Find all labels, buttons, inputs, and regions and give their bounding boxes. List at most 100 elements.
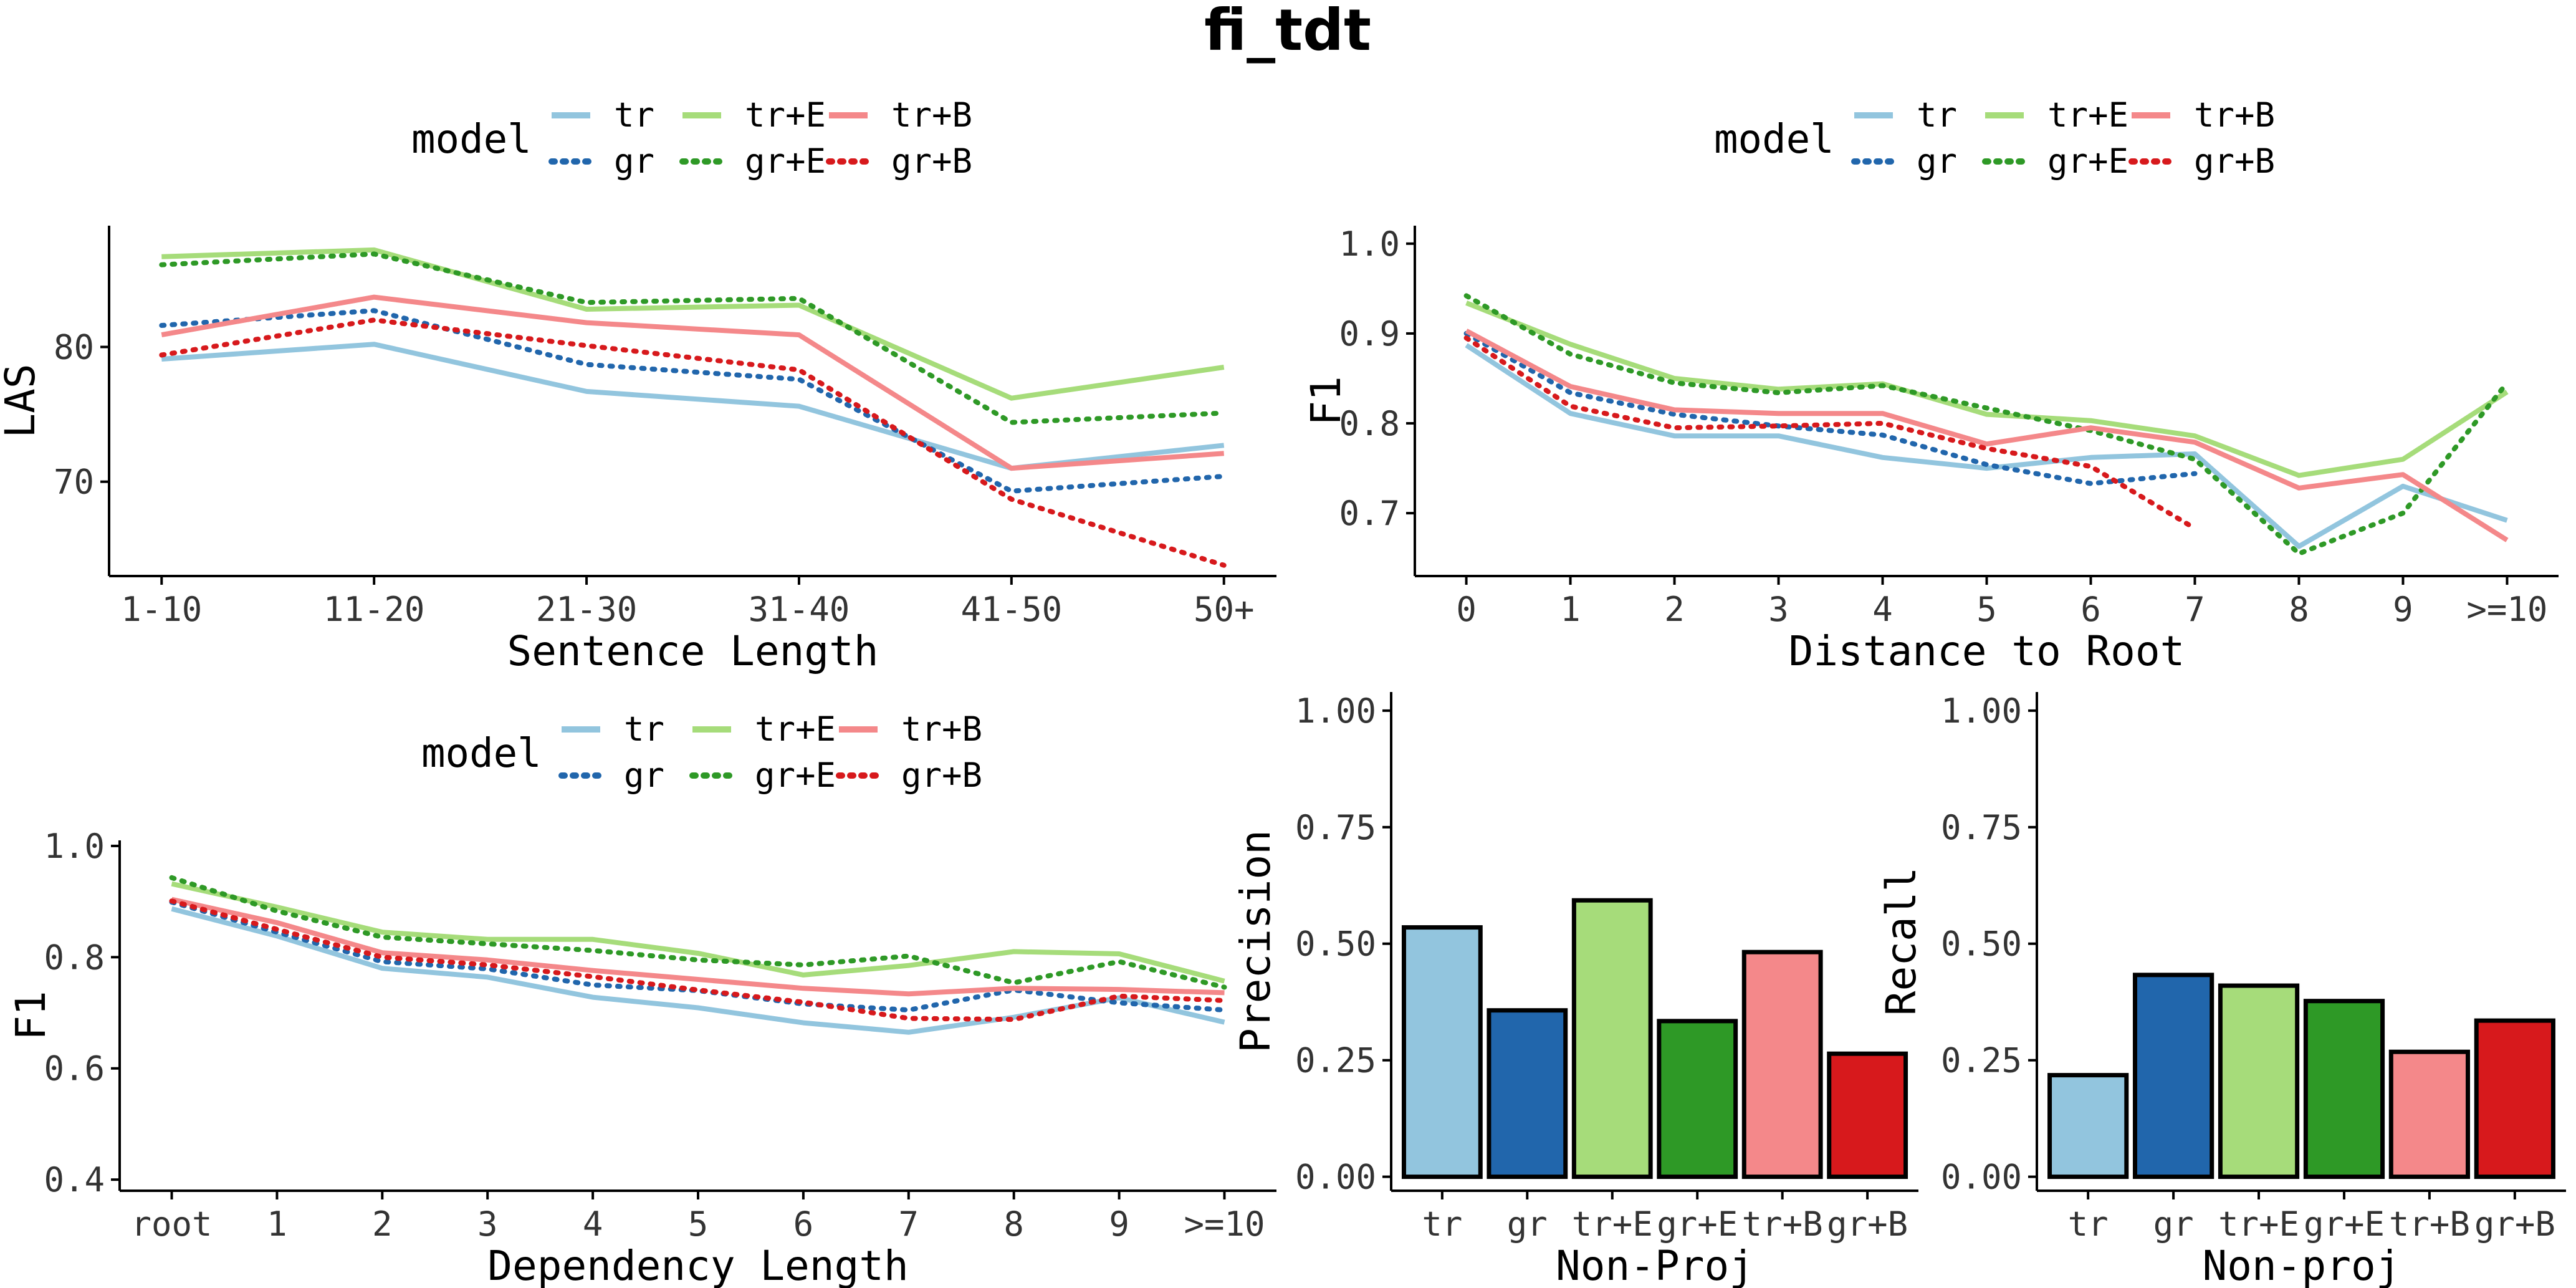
legend-distance-to-root: model tr tr+E tr+B gr gr+E gr+B bbox=[1714, 95, 2275, 181]
series-line-gr bbox=[159, 308, 1227, 494]
bar-tr bbox=[1401, 925, 1483, 1180]
x-axis-title: Non-proj bbox=[2203, 1242, 2401, 1288]
legend-title: model bbox=[421, 731, 542, 777]
x-tick-label-11-20: 11-20 bbox=[323, 590, 425, 629]
y-tick-label: 0.75 bbox=[1295, 808, 1376, 847]
series-line-gr-plus-b bbox=[1463, 335, 2198, 531]
y-axis-title: Recall bbox=[1877, 867, 1925, 1016]
x-axis-title: Sentence Length bbox=[507, 627, 878, 675]
x-axis-title: Dependency Length bbox=[487, 1242, 909, 1288]
y-tick-label: 0.8 bbox=[44, 938, 105, 977]
series-line-gr bbox=[169, 900, 1227, 1013]
panel-non-proj-recall: 0.00 0.25 0.50 0.75 1.00 tr gr tr+E gr+E tr+B gr+B… bbox=[1877, 691, 2566, 1288]
series-line-tr-plus-e bbox=[171, 881, 1225, 984]
legend-label-tr-plus-e: tr+E bbox=[2047, 95, 2128, 135]
legend-label-tr-plus-b: tr+B bbox=[2194, 95, 2275, 135]
x-tick-label-gr-plus-e: gr+E bbox=[1657, 1204, 1738, 1244]
y-tick-label: 1.00 bbox=[1295, 691, 1376, 731]
y-axis-title: Precision bbox=[1232, 830, 1280, 1053]
bar-tr-plus-b bbox=[2388, 1049, 2471, 1180]
legend-label-gr: gr bbox=[1917, 142, 1957, 181]
legend-label-gr-plus-e: gr+E bbox=[2047, 142, 2128, 181]
x-axis-title: Distance to Root bbox=[1789, 627, 2185, 675]
x-tick-label-gr: gr bbox=[2153, 1204, 2194, 1244]
y-tick-label: 0.6 bbox=[44, 1049, 105, 1089]
x-tick-label-1: 1 bbox=[1560, 590, 1581, 629]
y-tick-label: 0.50 bbox=[1941, 925, 2022, 964]
series-line-tr bbox=[171, 906, 1225, 1035]
y-tick-label: 1.0 bbox=[1339, 224, 1400, 264]
y-tick-label: 80 bbox=[54, 328, 94, 367]
series-line-tr-plus-b bbox=[1465, 329, 2509, 542]
x-tick-label-ge10: >=10 bbox=[1184, 1204, 1265, 1244]
legend-label-gr-plus-e: gr+E bbox=[755, 756, 836, 795]
y-tick-label: 1.00 bbox=[1941, 691, 2022, 731]
bar-tr-plus-e bbox=[2218, 983, 2300, 1180]
y-tick-label: 0.8 bbox=[1339, 404, 1400, 443]
bar-gr-plus-e bbox=[2303, 999, 2385, 1180]
legend-title: model bbox=[1714, 117, 1834, 163]
x-tick-label-ge10: >=10 bbox=[2466, 590, 2547, 629]
y-axis-title: F1 bbox=[1302, 376, 1350, 425]
series-line-tr-plus-e bbox=[1465, 300, 2509, 478]
y-tick-label: 70 bbox=[54, 463, 94, 502]
x-tick-label-9: 9 bbox=[1109, 1204, 1129, 1244]
x-tick-label-0: 0 bbox=[1456, 590, 1477, 629]
series-line-gr-plus-e bbox=[159, 251, 1227, 425]
bar-gr-plus-e bbox=[1657, 1019, 1738, 1180]
x-tick-label-5: 5 bbox=[688, 1204, 709, 1244]
bar-gr bbox=[2132, 973, 2214, 1180]
bar-gr bbox=[1487, 1008, 1568, 1180]
x-tick-label-tr-plus-b: tr+B bbox=[1742, 1204, 1823, 1244]
x-tick-label-3: 3 bbox=[477, 1204, 498, 1244]
y-tick-label: 0.00 bbox=[1295, 1158, 1376, 1197]
y-tick-label: 0.50 bbox=[1295, 925, 1376, 964]
series-line-gr-plus-b bbox=[159, 317, 1227, 568]
y-tick-label: 0.00 bbox=[1941, 1158, 2022, 1197]
y-tick-label: 0.75 bbox=[1941, 808, 2022, 847]
x-tick-label-root: root bbox=[131, 1204, 212, 1244]
x-tick-label-6: 6 bbox=[2080, 590, 2101, 629]
x-tick-label-tr: tr bbox=[1422, 1204, 1462, 1244]
panel-non-proj-precision: 0.00 0.25 0.50 0.75 1.00 tr gr tr+E gr+E tr+B gr+B… bbox=[1232, 691, 1918, 1288]
x-tick-label-gr: gr bbox=[1507, 1204, 1548, 1244]
legend-label-gr-plus-b: gr+B bbox=[901, 756, 982, 795]
x-tick-label-5: 5 bbox=[1976, 590, 1997, 629]
x-tick-label-7: 7 bbox=[899, 1204, 919, 1244]
legend-label-tr-plus-e: tr+E bbox=[745, 95, 826, 135]
legend-label-tr-plus-b: tr+B bbox=[891, 95, 972, 135]
x-tick-label-gr-plus-b: gr+B bbox=[2474, 1204, 2555, 1244]
series-line-tr-plus-e bbox=[161, 247, 1225, 401]
panel-sentence-length: 70 80 1-10 11-20 21-30 31-40 41-50 50+ Sentence … bbox=[0, 226, 1276, 675]
bar-gr-plus-b bbox=[1827, 1051, 1908, 1180]
legend-sentence-length: model tr tr+E tr+B gr gr+E gr+B bbox=[411, 95, 972, 181]
x-tick-label-31-40: 31-40 bbox=[749, 590, 850, 629]
bar-tr bbox=[2047, 1073, 2129, 1180]
series-line-tr-plus-b bbox=[171, 896, 1225, 997]
x-tick-label-7: 7 bbox=[2185, 590, 2205, 629]
series-line-gr-plus-b bbox=[169, 898, 1227, 1022]
legend-label-gr-plus-b: gr+B bbox=[891, 142, 972, 181]
legend-label-tr: tr bbox=[614, 95, 654, 135]
series-line-gr-plus-e bbox=[169, 875, 1227, 990]
legend-label-tr: tr bbox=[1917, 95, 1957, 135]
series-line-gr-plus-e bbox=[1463, 293, 2510, 556]
y-axis-title: F1 bbox=[7, 991, 55, 1040]
bar-tr-plus-b bbox=[1741, 949, 1823, 1180]
x-tick-label-gr-plus-b: gr+B bbox=[1827, 1204, 1908, 1244]
series-line-tr-plus-b bbox=[161, 294, 1224, 471]
x-tick-label-3: 3 bbox=[1768, 590, 1789, 629]
legend-label-tr: tr bbox=[624, 709, 664, 749]
y-tick-label: 0.7 bbox=[1339, 494, 1400, 533]
legend-label-gr-plus-b: gr+B bbox=[2194, 142, 2275, 181]
panel-distance-to-root: 0.7 0.8 0.9 1.0 0 1 2 3 4 5 6 7 8 9 >=10 Distance to Ro… bbox=[1302, 224, 2559, 675]
x-tick-label-tr-plus-e: tr+E bbox=[1572, 1204, 1653, 1244]
bar-tr-plus-e bbox=[1571, 898, 1653, 1180]
y-tick-label: 1.0 bbox=[44, 827, 105, 866]
x-tick-label-4: 4 bbox=[1872, 590, 1893, 629]
x-tick-label-tr-plus-b: tr+B bbox=[2389, 1204, 2470, 1244]
y-tick-label: 0.25 bbox=[1941, 1041, 2022, 1080]
series-line-tr bbox=[1465, 343, 2508, 549]
x-tick-label-2: 2 bbox=[1664, 590, 1685, 629]
